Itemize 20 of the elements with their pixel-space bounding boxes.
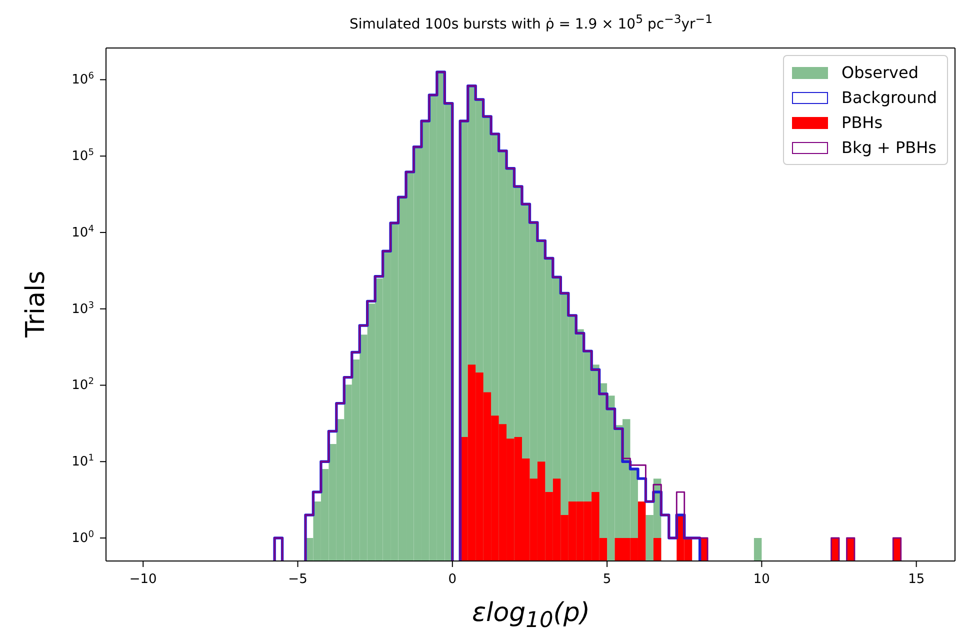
y-tick-label: 10$^{5}$ bbox=[72, 148, 94, 164]
y-tick-label: 10$^{0}$ bbox=[72, 530, 94, 546]
legend-label: Observed bbox=[842, 63, 919, 82]
y-tick-label: 10$^{6}$ bbox=[72, 72, 94, 88]
y-axis-title: Trials bbox=[21, 270, 51, 338]
x-tick-label: 5 bbox=[602, 572, 612, 587]
y-tick-label: 10$^{3}$ bbox=[72, 300, 94, 317]
legend-label: Background bbox=[842, 88, 937, 107]
x-axis-title: εlog$_{10}$(p) bbox=[470, 598, 592, 634]
x-tick-label: 10 bbox=[753, 572, 770, 587]
x-tick-label: −10 bbox=[129, 572, 157, 587]
y-tick-label: 10$^{4}$ bbox=[72, 224, 94, 240]
x-tick-label: 0 bbox=[448, 572, 457, 587]
x-tick-label: 15 bbox=[908, 572, 925, 587]
y-tick-label: 10$^{1}$ bbox=[72, 454, 94, 470]
legend-label: PBHs bbox=[842, 113, 883, 132]
chart-title: Simulated 100s bursts with ρ̇ = 1.9 × 10$^{5}$ pc$^{−3}$yr$^{−1}$ bbox=[348, 12, 714, 33]
legend-label: Bkg + PBHs bbox=[842, 138, 937, 157]
x-tick-label: −5 bbox=[288, 572, 308, 587]
y-tick-label: 10$^{2}$ bbox=[72, 377, 94, 394]
